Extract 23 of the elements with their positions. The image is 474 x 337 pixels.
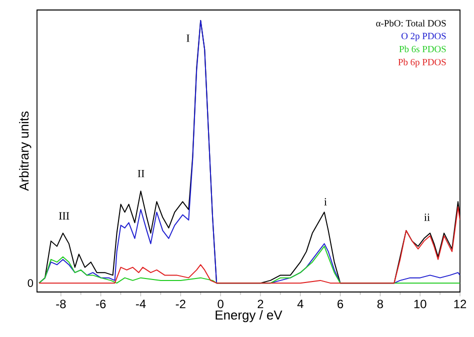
annotation: I [186, 34, 190, 42]
x-tick-label: -8 [56, 300, 66, 308]
x-tick-label: 12 [454, 300, 466, 308]
text: 0 [28, 279, 34, 287]
text: Pb 6p PDOS [398, 58, 446, 68]
x-tick-label: -6 [96, 300, 106, 308]
annotation: II [138, 170, 144, 178]
text: α-PbO: Total DOS [376, 20, 446, 27]
annotation: III [58, 212, 70, 220]
text: O 2p PDOS [402, 32, 446, 42]
x-tick-label: -4 [136, 300, 146, 308]
x-tick-label: 6 [338, 300, 344, 308]
x-tick-label: 0 [218, 300, 224, 308]
x-tick-label: -2 [176, 300, 186, 308]
x-tick-label: 8 [377, 300, 383, 308]
annotation: i [324, 198, 327, 206]
x-axis-title: Energy / eV [216, 310, 282, 322]
x-tick-label: 2 [258, 300, 264, 308]
x-tick-label: 10 [414, 300, 426, 308]
text: Pb 6s PDOS [399, 46, 446, 52]
y-axis-title: Arbitrary units [19, 112, 32, 191]
annotation: ii [424, 214, 430, 221]
x-tick-label: 4 [297, 300, 304, 308]
